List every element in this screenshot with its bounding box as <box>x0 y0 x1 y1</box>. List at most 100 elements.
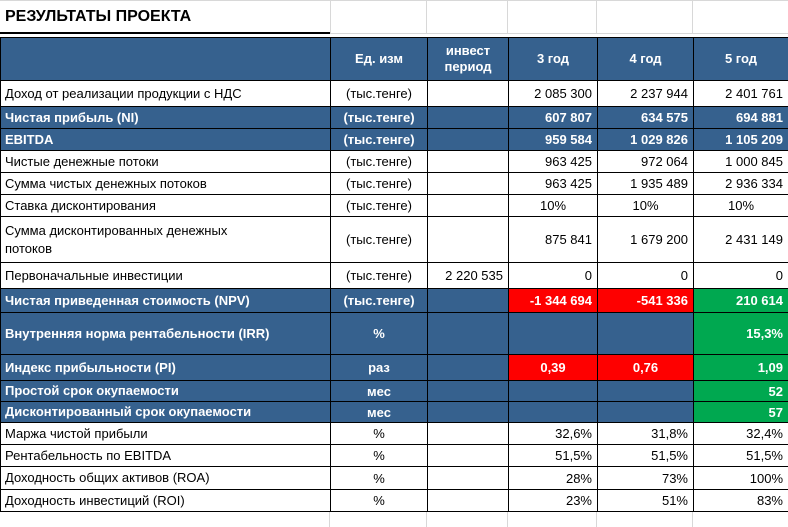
row-label-cell[interactable]: Чистая приведенная стоимость (NPV) <box>0 288 331 313</box>
row-label-cell[interactable]: Доход от реализации продукции с НДС <box>0 80 331 107</box>
unit-cell[interactable]: раз <box>330 354 428 381</box>
row-label-cell[interactable]: Ставка дисконтирования <box>0 194 331 217</box>
value-cell[interactable]: 963 425 <box>508 172 598 195</box>
invest-period-cell[interactable] <box>427 444 509 467</box>
value-cell[interactable]: -541 336 <box>597 288 694 313</box>
unit-cell[interactable]: (тыс.тенге) <box>330 80 428 107</box>
empty-cell[interactable] <box>597 512 693 527</box>
value-cell[interactable]: 51% <box>597 489 694 512</box>
value-cell[interactable]: 1 679 200 <box>597 216 694 263</box>
invest-period-cell[interactable]: 2 220 535 <box>427 262 509 289</box>
value-cell[interactable] <box>597 401 694 423</box>
empty-cell[interactable] <box>0 512 330 527</box>
empty-cell[interactable] <box>330 1 427 34</box>
value-cell[interactable] <box>508 380 598 402</box>
value-cell[interactable]: 2 237 944 <box>597 80 694 107</box>
empty-cell[interactable] <box>693 512 788 527</box>
value-cell[interactable]: -1 344 694 <box>508 288 598 313</box>
value-cell[interactable]: 51,5% <box>597 444 694 467</box>
row-label-cell[interactable]: EBITDA <box>0 128 331 151</box>
value-cell[interactable]: 52 <box>693 380 788 402</box>
value-cell[interactable]: 32,6% <box>508 422 598 445</box>
invest-period-cell[interactable] <box>427 466 509 490</box>
row-label-cell[interactable]: Доходность общих активов (ROA) <box>0 466 331 490</box>
col-header-cell[interactable]: 4 год <box>597 37 694 81</box>
unit-cell[interactable]: (тыс.тенге) <box>330 288 428 313</box>
row-label-cell[interactable]: Рентабельность по EBITDA <box>0 444 331 467</box>
row-label-cell[interactable]: Чистые денежные потоки <box>0 150 331 173</box>
value-cell[interactable]: 10% <box>693 194 788 217</box>
value-cell[interactable]: 73% <box>597 466 694 490</box>
value-cell[interactable]: 0,39 <box>508 354 598 381</box>
value-cell[interactable]: 2 431 149 <box>693 216 788 263</box>
value-cell[interactable]: 15,3% <box>693 312 788 355</box>
value-cell[interactable] <box>597 312 694 355</box>
value-cell[interactable]: 2 401 761 <box>693 80 788 107</box>
invest-period-cell[interactable] <box>427 401 509 423</box>
unit-cell[interactable]: (тыс.тенге) <box>330 106 428 129</box>
value-cell[interactable]: 875 841 <box>508 216 598 263</box>
invest-period-cell[interactable] <box>427 380 509 402</box>
unit-cell[interactable]: (тыс.тенге) <box>330 216 428 263</box>
value-cell[interactable]: 23% <box>508 489 598 512</box>
unit-cell[interactable]: (тыс.тенге) <box>330 150 428 173</box>
unit-cell[interactable]: % <box>330 489 428 512</box>
value-cell[interactable] <box>597 380 694 402</box>
value-cell[interactable]: 1 105 209 <box>693 128 788 151</box>
value-cell[interactable]: 0,76 <box>597 354 694 381</box>
row-label-cell[interactable]: Доходность инвестиций (ROI) <box>0 489 331 512</box>
row-label-cell[interactable]: Маржа чистой прибыли <box>0 422 331 445</box>
value-cell[interactable]: 972 064 <box>597 150 694 173</box>
empty-cell[interactable] <box>508 512 597 527</box>
value-cell[interactable] <box>508 401 598 423</box>
value-cell[interactable]: 963 425 <box>508 150 598 173</box>
empty-cell[interactable] <box>427 512 508 527</box>
value-cell[interactable]: 51,5% <box>508 444 598 467</box>
empty-cell[interactable] <box>597 1 693 34</box>
value-cell[interactable]: 0 <box>693 262 788 289</box>
corner-header-cell[interactable] <box>0 37 331 81</box>
value-cell[interactable]: 1 935 489 <box>597 172 694 195</box>
value-cell[interactable]: 607 807 <box>508 106 598 129</box>
unit-cell[interactable]: % <box>330 422 428 445</box>
value-cell[interactable]: 31,8% <box>597 422 694 445</box>
value-cell[interactable]: 100% <box>693 466 788 490</box>
invest-period-cell[interactable] <box>427 288 509 313</box>
invest-period-cell[interactable] <box>427 216 509 263</box>
invest-period-cell[interactable] <box>427 128 509 151</box>
empty-cell[interactable] <box>508 1 597 34</box>
value-cell[interactable]: 32,4% <box>693 422 788 445</box>
value-cell[interactable]: 2 085 300 <box>508 80 598 107</box>
value-cell[interactable]: 57 <box>693 401 788 423</box>
invest-period-cell[interactable] <box>427 312 509 355</box>
value-cell[interactable] <box>508 312 598 355</box>
value-cell[interactable]: 0 <box>508 262 598 289</box>
value-cell[interactable]: 1,09 <box>693 354 788 381</box>
row-label-cell[interactable]: Чистая прибыль (NI) <box>0 106 331 129</box>
value-cell[interactable]: 28% <box>508 466 598 490</box>
invest-period-cell[interactable] <box>427 354 509 381</box>
value-cell[interactable]: 0 <box>597 262 694 289</box>
row-label-cell[interactable]: Первоначальные инвестиции <box>0 262 331 289</box>
unit-cell[interactable]: % <box>330 444 428 467</box>
value-cell[interactable]: 1 000 845 <box>693 150 788 173</box>
invest-period-cell[interactable] <box>427 150 509 173</box>
empty-cell[interactable] <box>693 1 788 34</box>
col-header-cell[interactable]: Ед. изм <box>330 37 428 81</box>
unit-cell[interactable]: (тыс.тенге) <box>330 194 428 217</box>
row-label-cell[interactable]: Дисконтированный срок окупаемости <box>0 401 331 423</box>
unit-cell[interactable]: (тыс.тенге) <box>330 172 428 195</box>
row-label-cell[interactable]: Сумма дисконтированных денежных потоков <box>0 216 331 263</box>
col-header-cell[interactable]: 3 год <box>508 37 598 81</box>
invest-period-cell[interactable] <box>427 489 509 512</box>
unit-cell[interactable]: % <box>330 466 428 490</box>
invest-period-cell[interactable] <box>427 80 509 107</box>
invest-period-cell[interactable] <box>427 172 509 195</box>
row-label-cell[interactable]: Сумма чистых денежных потоков <box>0 172 331 195</box>
invest-period-cell[interactable] <box>427 106 509 129</box>
invest-period-cell[interactable] <box>427 422 509 445</box>
invest-period-cell[interactable] <box>427 194 509 217</box>
unit-cell[interactable]: (тыс.тенге) <box>330 128 428 151</box>
unit-cell[interactable]: % <box>330 312 428 355</box>
unit-cell[interactable]: мес <box>330 380 428 402</box>
